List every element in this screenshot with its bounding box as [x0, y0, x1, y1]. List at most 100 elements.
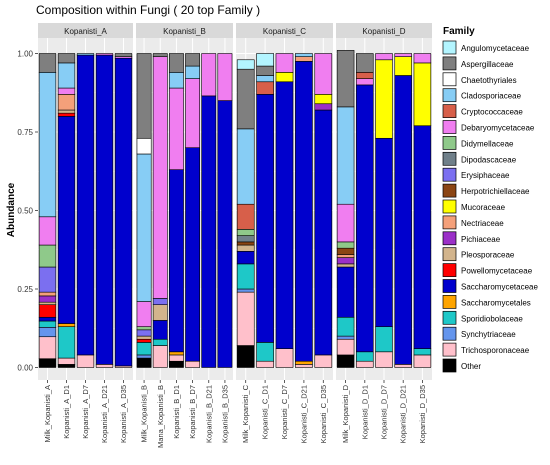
bar-segment-Debaryomycetaceae [185, 78, 200, 149]
panel-background [136, 38, 233, 380]
bar-segment-Debaryomycetaceae [336, 203, 355, 243]
bar-segment-Saccharomycetaceae [314, 109, 333, 356]
x-tick-label: Milk_Kopanisti_C [241, 384, 250, 443]
bar-segment-Trichosporonaceae [169, 354, 184, 362]
legend-label: Saccharomycetaceae [461, 283, 538, 292]
facet-strip-label: Kopanisti_B [163, 27, 206, 36]
bar-segment-Pleosporaceae [236, 244, 255, 252]
bar-segment-Trichosporonaceae [152, 345, 168, 368]
x-tick-label: Milk_Kopanisti_D [341, 384, 350, 443]
bar-segment-Nectriaceae [295, 56, 313, 62]
bar-segment-Cladosporiaceae [38, 72, 57, 218]
bar-segment-Saccharomycetaceae [394, 75, 412, 365]
bar-segment-Sporidiobolaceae [152, 338, 168, 346]
facet-Kopanisti_A: Kopanisti_A Milk_Kopanisti_A Kopanisti_A_D… [38, 23, 133, 443]
legend-label: Trichosporonaceae [461, 346, 530, 355]
legend-item: Cryptococcaceae [442, 104, 523, 118]
bar-segment-Saccharomycetaceae [275, 81, 294, 349]
bar-segment-Pleosporaceae [136, 335, 152, 340]
legend-item: Chaetothyriales [442, 72, 517, 87]
legend-label: Cladosporiaceae [461, 92, 522, 101]
bar-segment-Erysiphaceae [38, 266, 57, 293]
x-tick-label: Kopanisti_C_D35 [319, 385, 328, 443]
facet-strip [38, 23, 133, 38]
bar-Kopanisti_C_D1 [256, 53, 274, 368]
legend-swatch [442, 247, 457, 262]
x-tick-label: Mana_Kopanisti_B [156, 385, 165, 448]
bar-Kopanisti_C_D21 [295, 53, 313, 368]
y-tick-label: 0.00 [17, 364, 33, 373]
legend-swatch [442, 215, 457, 230]
bar-segment-Aspergillaceae [57, 53, 76, 64]
bar-segment-Aspergillaceae [38, 53, 57, 73]
bar-segment-Pleosporaceae [57, 109, 76, 114]
legend-swatch [442, 72, 457, 87]
legend: Angulomycetaceae Aspergillaceae Chaetothyr… [442, 40, 538, 373]
x-tick-label: Milk_Kopanisti_B [140, 385, 149, 443]
x-tick-label: Kopanisti_D_D21 [399, 385, 408, 443]
legend-swatch [442, 56, 457, 71]
bar-segment-Other [57, 364, 76, 368]
bar-segment-Saccharomycetaceae [217, 100, 233, 368]
x-tick-label: Kopanisti_D_D1 [360, 385, 369, 439]
bar-segment-Nectriaceae [336, 254, 355, 258]
bar-segment-Pleosporaceae [38, 301, 57, 305]
bar-segment-Saccharomycetaceae [185, 147, 200, 362]
bar-segment-Mucoraceae [413, 62, 432, 127]
legend-item: Herpotrichiellaceae [442, 183, 530, 198]
facet-panels: Kopanisti_A Milk_Kopanisti_A Kopanisti_A_D… [38, 23, 432, 448]
bar-Kopanisti_D_D35 [413, 53, 432, 368]
bar-Milk_Kopanisti_C [236, 59, 255, 368]
bar-segment-Saccharomycetaceae [356, 84, 374, 353]
bar-segment-Sporidiobolaceae [136, 342, 152, 356]
bar-segment-Pichiaceae [336, 257, 355, 265]
legend-label: Dipodascaceae [461, 155, 517, 164]
x-tick-label: Kopanisti_C_D1 [261, 385, 270, 439]
bar-segment-Trichosporonaceae [413, 354, 432, 368]
bar-segment-Didymellaceae [38, 244, 57, 268]
x-tick-label: Kopanisti_C_D21 [299, 385, 308, 443]
bar-segment-Pichiaceae [38, 295, 57, 303]
bar-segment-Saccharomycetales [169, 351, 184, 356]
bar-segment-Saccharomycetaceae [57, 116, 76, 324]
bar-segment-Cladosporiaceae [336, 106, 355, 205]
bar-segment-Mucoraceae [375, 59, 393, 139]
legend-item: Angulomycetaceae [442, 40, 530, 55]
legend-label: Sporidiobolaceae [461, 314, 523, 323]
y-tick-label: 0.75 [17, 128, 33, 137]
bar-segment-Aspergillaceae [356, 53, 374, 73]
legend-item: Dipodascaceae [442, 151, 517, 166]
bar-segment-Synchytriaceae [236, 288, 255, 293]
bar-segment-Sporidiobolaceae [413, 348, 432, 356]
y-axis-label: Abundance [6, 182, 17, 237]
legend-item: Nectriaceae [442, 215, 504, 230]
x-tick-label: Kopanisti_D_D35 [418, 385, 427, 443]
bar-segment-Trichosporonaceae [295, 364, 313, 368]
bar-segment-Herpotrichiellaceae [336, 247, 355, 255]
bar-segment-Debaryomycetaceae [217, 53, 233, 101]
legend-label: Nectriaceae [461, 219, 504, 228]
legend-label: Powellomycetaceae [461, 267, 533, 276]
legend-label: Other [461, 362, 481, 371]
legend-item: Debaryomycetaceae [442, 120, 535, 134]
bar-segment-Debaryomycetaceae [57, 87, 76, 95]
bar-segment-Sporidiobolaceae [57, 326, 76, 359]
legend-title: Family [443, 26, 475, 37]
bar-segment-Trichosporonaceae [275, 348, 294, 368]
legend-swatch [442, 279, 457, 293]
bar-segment-Didymellaceae [236, 229, 255, 236]
legend-item: Saccharomycetaceae [442, 279, 538, 293]
bar-segment-Cladosporiaceae [295, 53, 313, 57]
bar-Milk_Kopanisti_A [38, 53, 57, 368]
bar-segment-Debaryomycetaceae [38, 216, 57, 246]
bar-segment-Aspergillaceae [114, 53, 133, 57]
bar-segment-Sporidiobolaceae [236, 263, 255, 290]
bar-segment-Debaryomycetaceae [413, 53, 432, 64]
bar-Kopanisti_B_D21 [201, 53, 217, 368]
legend-swatch [442, 295, 457, 309]
bar-segment-Mucoraceae [275, 72, 294, 83]
bar-Kopanisti_A_D7 [76, 53, 95, 368]
bar-segment-Cryptococcaceae [236, 203, 255, 230]
legend-label: Didymellaceae [461, 139, 514, 148]
bar-segment-Saccharomycetaceae [295, 61, 313, 362]
